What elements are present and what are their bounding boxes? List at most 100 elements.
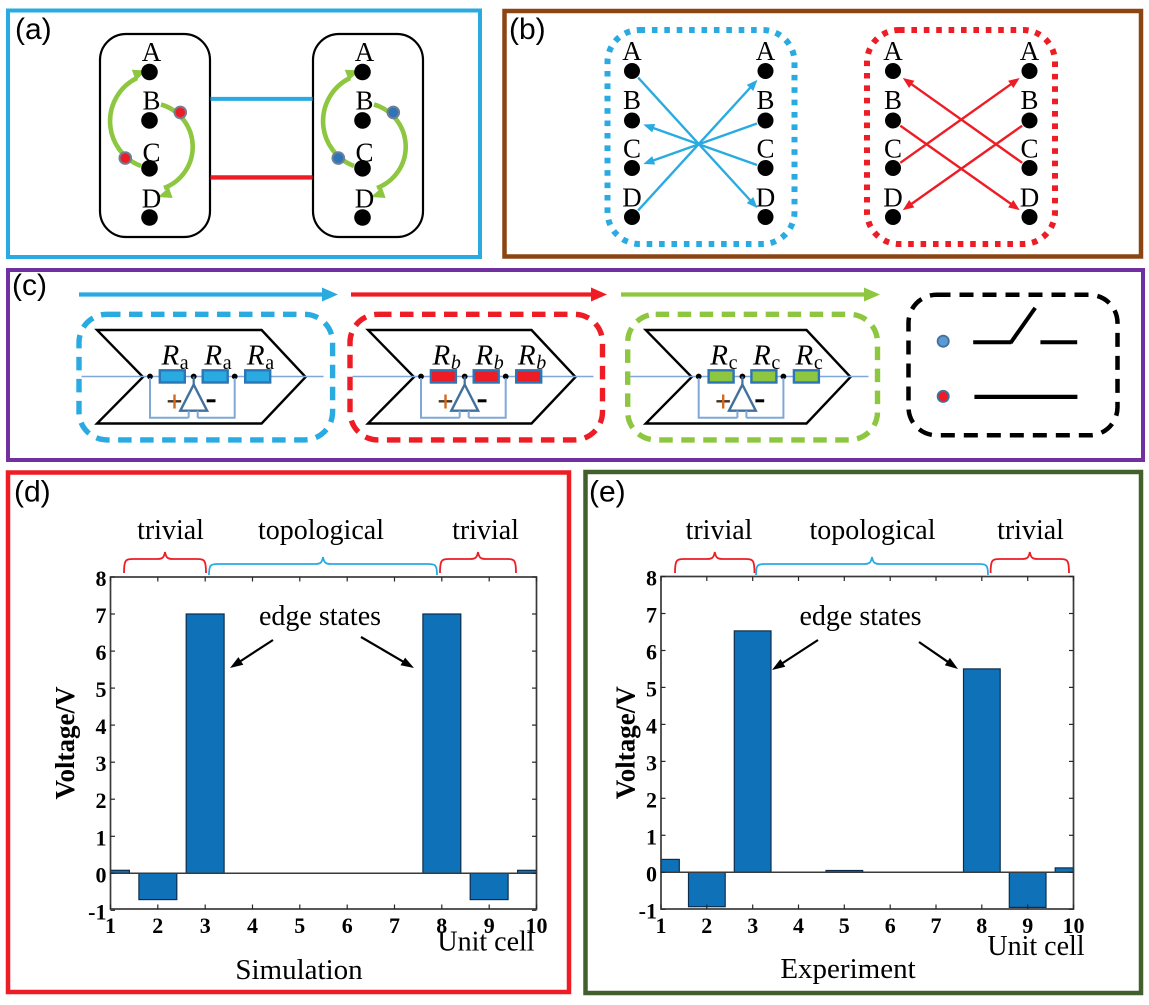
svg-text:5: 5 bbox=[839, 913, 850, 938]
svg-text:D: D bbox=[142, 184, 162, 214]
svg-text:A: A bbox=[756, 36, 776, 66]
svg-text:1: 1 bbox=[646, 824, 657, 849]
svg-text:B: B bbox=[142, 86, 160, 116]
svg-text:4: 4 bbox=[793, 913, 804, 938]
svg-text:-1: -1 bbox=[639, 898, 657, 923]
svg-text:(e): (e) bbox=[589, 476, 626, 509]
svg-text:9: 9 bbox=[484, 913, 495, 938]
svg-text:B: B bbox=[756, 85, 774, 115]
svg-text:0: 0 bbox=[646, 861, 657, 886]
svg-text:R: R bbox=[432, 340, 451, 372]
svg-text:R: R bbox=[474, 340, 493, 372]
svg-text:Simulation: Simulation bbox=[235, 954, 363, 986]
svg-text:10: 10 bbox=[526, 913, 548, 938]
svg-text:7: 7 bbox=[646, 603, 657, 628]
svg-text:trivial: trivial bbox=[137, 515, 204, 546]
svg-text:(b): (b) bbox=[509, 13, 546, 46]
svg-text:4: 4 bbox=[646, 713, 657, 738]
svg-text:8: 8 bbox=[976, 913, 987, 938]
svg-text:5: 5 bbox=[96, 677, 107, 702]
svg-text:5: 5 bbox=[646, 676, 657, 701]
svg-text:4: 4 bbox=[96, 714, 107, 739]
svg-text:-1: -1 bbox=[88, 899, 106, 924]
svg-text:b: b bbox=[494, 352, 504, 374]
svg-text:Voltage/V: Voltage/V bbox=[611, 686, 641, 799]
svg-text:Unit cell: Unit cell bbox=[437, 927, 534, 958]
svg-text:topological: topological bbox=[810, 515, 936, 546]
svg-text:R: R bbox=[795, 340, 814, 372]
svg-text:D: D bbox=[756, 183, 776, 213]
svg-text:R: R bbox=[709, 340, 728, 372]
svg-text:8: 8 bbox=[646, 566, 657, 591]
svg-text:D: D bbox=[355, 184, 375, 214]
svg-text:B: B bbox=[623, 85, 641, 115]
svg-text:1: 1 bbox=[656, 913, 667, 938]
svg-text:6: 6 bbox=[96, 640, 107, 665]
svg-text:a: a bbox=[265, 352, 274, 374]
svg-text:topological: topological bbox=[258, 515, 384, 546]
svg-text:R: R bbox=[160, 340, 179, 372]
svg-text:R: R bbox=[752, 340, 771, 372]
svg-text:9: 9 bbox=[1022, 913, 1033, 938]
svg-text:7: 7 bbox=[96, 603, 107, 628]
svg-text:2: 2 bbox=[96, 788, 107, 813]
svg-text:R: R bbox=[246, 340, 265, 372]
svg-text:10: 10 bbox=[1063, 913, 1085, 938]
svg-text:6: 6 bbox=[646, 640, 657, 665]
svg-text:7: 7 bbox=[389, 913, 400, 938]
svg-text:A: A bbox=[622, 36, 642, 66]
svg-text:Experiment: Experiment bbox=[780, 953, 915, 985]
svg-text:B: B bbox=[884, 85, 902, 115]
svg-text:3: 3 bbox=[747, 913, 758, 938]
svg-text:A: A bbox=[1020, 36, 1040, 66]
svg-text:8: 8 bbox=[96, 566, 107, 591]
svg-text:B: B bbox=[1020, 85, 1038, 115]
svg-text:2: 2 bbox=[646, 787, 657, 812]
svg-text:(a): (a) bbox=[15, 13, 52, 46]
svg-text:C: C bbox=[1020, 134, 1038, 164]
svg-text:A: A bbox=[142, 37, 162, 67]
svg-text:6: 6 bbox=[342, 913, 353, 938]
svg-text:Unit cell: Unit cell bbox=[987, 931, 1084, 962]
svg-text:A: A bbox=[355, 37, 375, 67]
svg-text:D: D bbox=[883, 183, 903, 213]
svg-text:D: D bbox=[622, 183, 642, 213]
svg-text:C: C bbox=[355, 138, 373, 168]
svg-text:c: c bbox=[814, 352, 823, 374]
svg-text:R: R bbox=[203, 340, 222, 372]
svg-text:b: b bbox=[536, 352, 546, 374]
svg-text:a: a bbox=[180, 352, 189, 374]
svg-text:trivial: trivial bbox=[997, 515, 1064, 546]
svg-text:D: D bbox=[1020, 183, 1040, 213]
svg-text:1: 1 bbox=[105, 913, 116, 938]
svg-text:b: b bbox=[451, 352, 461, 374]
svg-text:trivial: trivial bbox=[686, 515, 753, 546]
svg-text:edge states: edge states bbox=[259, 601, 381, 632]
svg-text:edge states: edge states bbox=[799, 601, 921, 632]
svg-text:Voltage/V: Voltage/V bbox=[50, 686, 80, 799]
svg-text:3: 3 bbox=[200, 913, 211, 938]
svg-text:4: 4 bbox=[247, 913, 258, 938]
svg-text:(d): (d) bbox=[14, 476, 51, 509]
svg-text:5: 5 bbox=[294, 913, 305, 938]
svg-text:1: 1 bbox=[96, 825, 107, 850]
svg-text:2: 2 bbox=[701, 913, 712, 938]
svg-text:C: C bbox=[756, 134, 774, 164]
svg-text:0: 0 bbox=[96, 862, 107, 887]
svg-text:A: A bbox=[883, 36, 903, 66]
svg-text:8: 8 bbox=[436, 913, 447, 938]
svg-text:c: c bbox=[771, 352, 780, 374]
svg-text:c: c bbox=[729, 352, 738, 374]
svg-text:(c): (c) bbox=[12, 269, 47, 302]
svg-text:B: B bbox=[355, 86, 373, 116]
svg-text:2: 2 bbox=[152, 913, 163, 938]
svg-text:3: 3 bbox=[96, 751, 107, 776]
svg-text:6: 6 bbox=[885, 913, 896, 938]
svg-text:a: a bbox=[223, 352, 232, 374]
svg-text:C: C bbox=[884, 134, 902, 164]
svg-text:C: C bbox=[142, 138, 160, 168]
svg-text:R: R bbox=[517, 340, 536, 372]
svg-text:trivial: trivial bbox=[452, 515, 519, 546]
svg-text:7: 7 bbox=[931, 913, 942, 938]
svg-text:3: 3 bbox=[646, 750, 657, 775]
